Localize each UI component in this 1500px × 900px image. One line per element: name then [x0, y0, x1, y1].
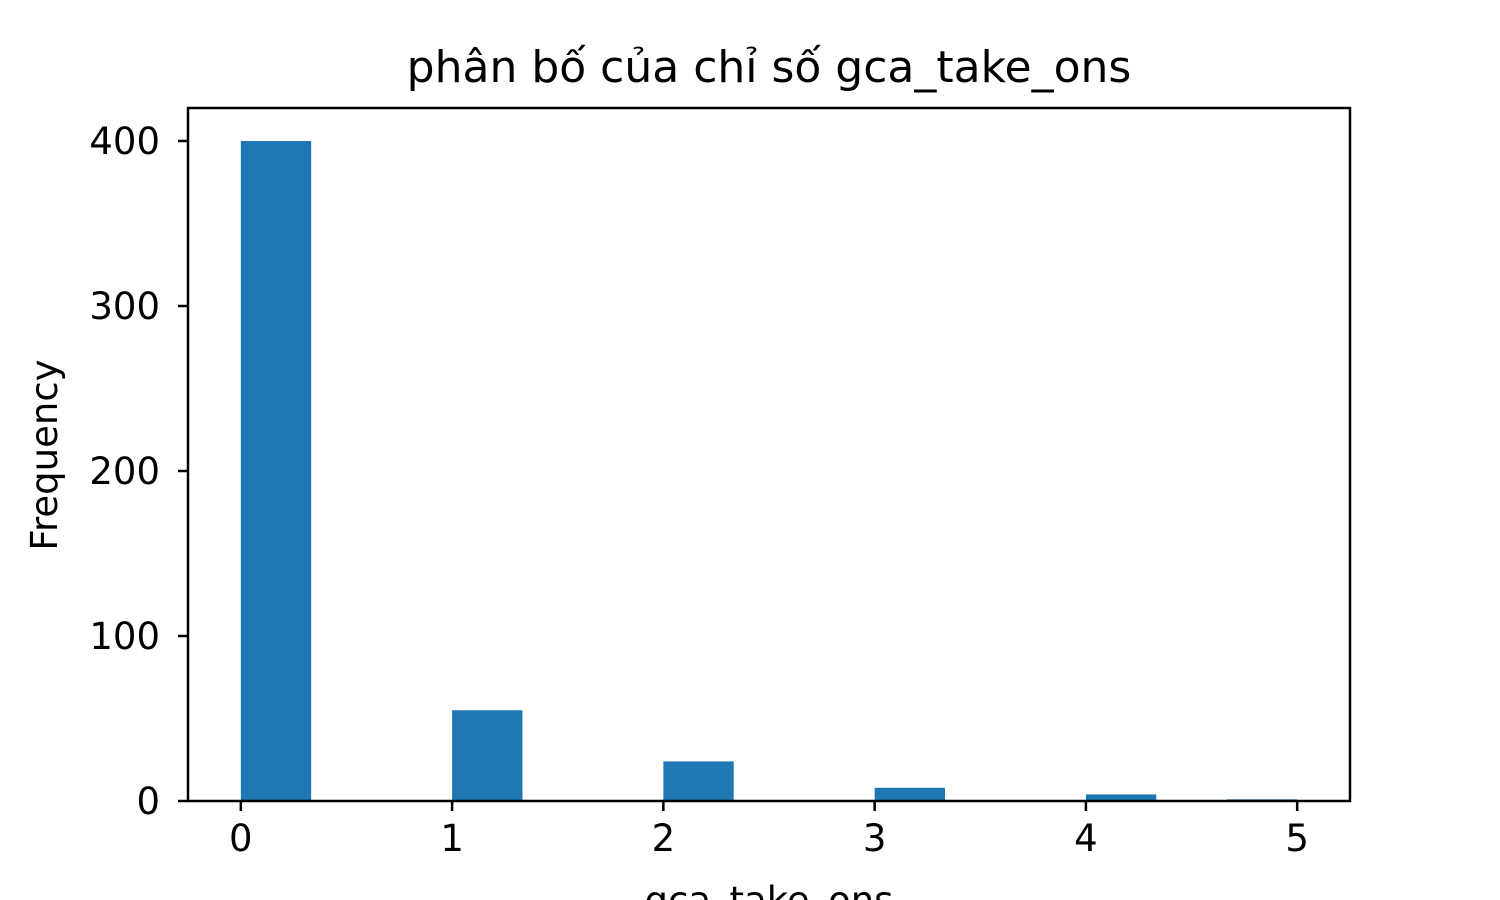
histogram-bar-4	[1085, 794, 1157, 801]
y-tick-label: 100	[89, 615, 160, 658]
x-tick-label: 4	[1074, 817, 1098, 860]
y-tick-label: 300	[89, 285, 160, 328]
x-tick-label: 2	[652, 817, 676, 860]
y-tick-label: 200	[89, 450, 160, 493]
y-tick-label: 0	[136, 780, 160, 823]
histogram-bar-1	[452, 710, 523, 801]
x-tick-label: 0	[229, 817, 253, 860]
histogram-bar-3	[874, 787, 945, 801]
x-tick-label: 1	[440, 817, 464, 860]
x-tick-label: 5	[1285, 817, 1309, 860]
x-tick-label: 3	[863, 817, 887, 860]
axes-layer: 0 1 2 3 4 5 0 100 200 300 400	[89, 106, 1352, 860]
x-axis-label: gca_take_ons	[645, 879, 894, 900]
histogram-bar-2	[663, 761, 734, 801]
y-axis-label: Frequency	[23, 359, 66, 550]
y-tick-label: 400	[89, 120, 160, 163]
chart-title: phân bố của chỉ số gca_take_ons	[407, 42, 1132, 93]
histogram-bar-0	[240, 141, 312, 801]
plot-frame	[186, 106, 1352, 803]
bars-layer	[240, 141, 1298, 801]
